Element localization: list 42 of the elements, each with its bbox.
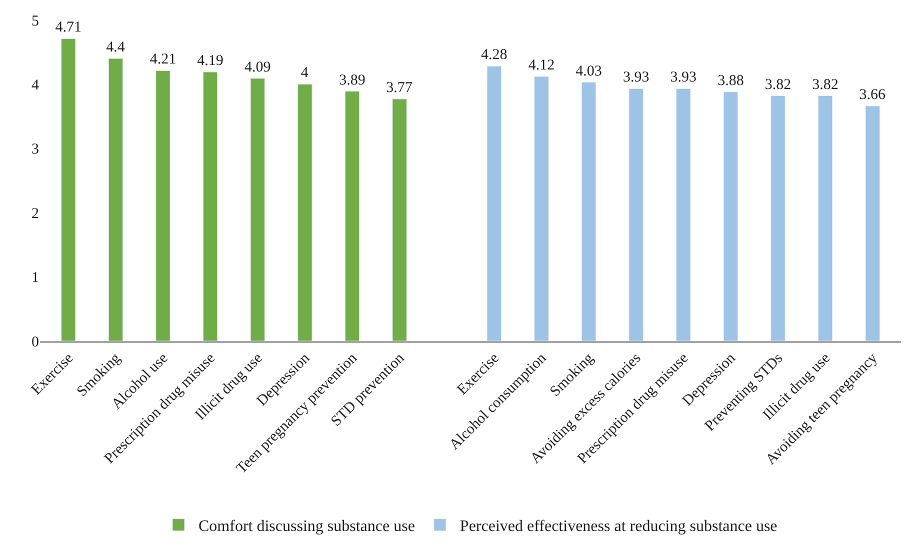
bar (818, 96, 833, 341)
legend-label: Perceived effectiveness at reducing substance use (460, 518, 778, 536)
y-tick-label: 3 (32, 142, 39, 158)
y-tick-label: 2 (32, 206, 39, 222)
bar (628, 88, 644, 341)
data-label: 4.21 (150, 52, 176, 68)
y-tick-label: 1 (32, 270, 39, 286)
data-label: 4.09 (244, 59, 271, 76)
bar (581, 82, 596, 341)
data-label: 3.82 (812, 76, 838, 93)
bar (344, 91, 360, 341)
data-label: 3.88 (718, 72, 744, 89)
data-label: 3.89 (339, 72, 366, 88)
bar (250, 78, 265, 341)
y-tick-label: 0 (32, 334, 39, 350)
bar (723, 92, 738, 341)
y-tick-label: 5 (32, 13, 39, 30)
data-label: 4.28 (481, 47, 508, 64)
data-label: 4.4 (106, 40, 126, 56)
bar (298, 84, 312, 341)
bar (202, 72, 218, 341)
data-label: 3.93 (670, 70, 697, 86)
data-label: 4.03 (576, 63, 602, 80)
bar (770, 96, 786, 341)
data-label: 4.19 (197, 53, 224, 69)
data-label: 3.82 (764, 76, 792, 93)
legend-label: Comfort discussing substance use (198, 518, 415, 536)
bar (108, 58, 124, 341)
data-label: 4 (300, 65, 309, 82)
bar (392, 98, 407, 341)
bar (676, 88, 691, 341)
bar (865, 106, 880, 341)
y-tick-label: 4 (32, 77, 40, 94)
data-label: 3.93 (622, 70, 650, 86)
data-label: 4.12 (528, 58, 555, 74)
data-label: 3.66 (859, 87, 886, 104)
bar (61, 38, 76, 341)
data-label: 4.71 (55, 20, 82, 36)
bar (156, 70, 170, 341)
bar (534, 76, 549, 341)
data-label: 3.77 (386, 80, 413, 96)
bar (486, 66, 502, 341)
